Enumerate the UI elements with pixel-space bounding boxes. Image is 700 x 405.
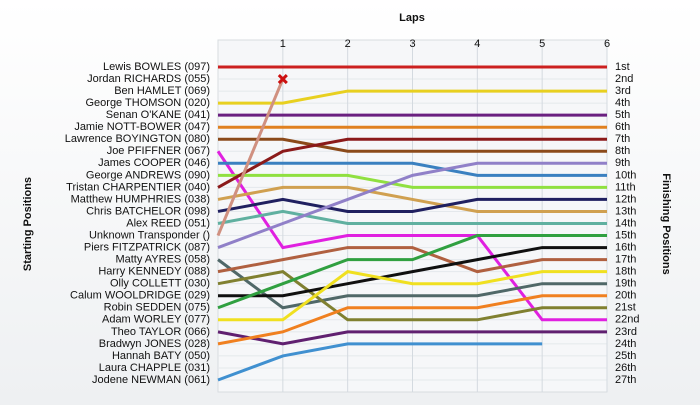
finishing-label: 22nd <box>615 314 639 326</box>
starting-label: Lewis BOWLES (097) <box>103 61 210 73</box>
finishing-label: 25th <box>615 350 636 362</box>
lap-line <box>217 161 607 249</box>
lap-line <box>217 294 607 346</box>
x-tick-label: 1 <box>280 38 286 50</box>
x-tick-label: 2 <box>345 38 351 50</box>
finishing-label: 23rd <box>615 326 637 338</box>
starting-label: Chris BATCHELOR (098) <box>86 205 210 217</box>
lap-line <box>217 234 607 310</box>
y-axis-label: Starting Positions <box>22 177 34 271</box>
starting-label: Matthew HUMPHRIES (038) <box>71 193 210 205</box>
chart-title: Laps <box>399 12 425 24</box>
starting-label: Bradwyn JONES (028) <box>99 338 210 350</box>
lap-line <box>216 150 607 322</box>
lap-line <box>218 89 607 105</box>
starting-label: Tristan CHARPENTIER (040) <box>66 181 210 193</box>
retired-marker <box>277 73 288 85</box>
starting-label: Jamie NOTT-BOWER (047) <box>74 121 210 133</box>
starting-label: Adam WORLEY (077) <box>102 314 210 326</box>
y2-axis-label: Finishing Positions <box>660 173 672 274</box>
finishing-label: 3rd <box>615 85 631 97</box>
starting-label: Harry KENNEDY (088) <box>98 266 210 278</box>
lap-line <box>217 209 607 225</box>
finishing-label: 17th <box>615 254 636 266</box>
finishing-label: 26th <box>615 362 636 374</box>
finishing-label: 13th <box>615 205 636 217</box>
finishing-label: 2nd <box>615 73 633 85</box>
starting-label: George THOMSON (020) <box>85 97 210 109</box>
lap-line <box>218 270 607 322</box>
x-tick-label: 6 <box>604 38 610 50</box>
lap-line <box>217 197 607 213</box>
lap-line <box>217 137 607 189</box>
lap-line <box>217 258 607 310</box>
starting-label: Jordan RICHARDS (055) <box>87 73 210 85</box>
finishing-label: 27th <box>615 374 636 386</box>
starting-label: Olly COLLETT (030) <box>110 278 210 290</box>
lap-line <box>217 246 607 274</box>
finishing-label: 4th <box>615 97 630 109</box>
starting-label: Matty AYRES (058) <box>115 254 210 266</box>
starting-label: Senan O'KANE (041) <box>106 109 210 121</box>
finishing-label: 20th <box>615 290 636 302</box>
finishing-label: 15th <box>615 229 636 241</box>
lap-line <box>217 342 543 382</box>
starting-label: Lawrence BOYINGTON (080) <box>65 133 210 145</box>
starting-label: Alex REED (051) <box>126 217 210 229</box>
lap-line <box>216 78 285 237</box>
starting-label: Theo TAYLOR (066) <box>111 326 210 338</box>
lap-line <box>218 137 607 153</box>
lap-line <box>218 161 607 177</box>
finishing-label: 1st <box>615 61 630 73</box>
lap-line <box>217 330 607 346</box>
lap-line <box>218 246 607 298</box>
x-tick-label: 4 <box>474 38 480 50</box>
starting-label: Hannah BATY (050) <box>112 350 210 362</box>
finishing-label: 24th <box>615 338 636 350</box>
starting-label: James COOPER (046) <box>98 157 210 169</box>
lap-line <box>217 270 607 322</box>
finishing-label: 10th <box>615 169 636 181</box>
finishing-label: 11th <box>615 181 636 193</box>
finishing-label: 6th <box>615 121 630 133</box>
finishing-label: 14th <box>615 217 636 229</box>
x-tick-label: 5 <box>539 38 545 50</box>
finishing-label: 8th <box>615 145 630 157</box>
finishing-label: 16th <box>615 241 636 253</box>
finishing-label: 19th <box>615 278 636 290</box>
starting-label: Joe PFIFFNER (067) <box>107 145 210 157</box>
finishing-label: 18th <box>615 266 636 278</box>
starting-label: Laura CHAPPLE (031) <box>99 362 210 374</box>
starting-label: George ANDREWS (090) <box>86 169 210 181</box>
finishing-label: 12th <box>615 193 636 205</box>
x-tick-label: 3 <box>409 38 415 50</box>
lap-line <box>218 173 607 189</box>
finishing-label: 9th <box>615 157 630 169</box>
finishing-label: 7th <box>615 133 630 145</box>
starting-label: Jodene NEWMAN (061) <box>92 374 210 386</box>
starting-label: Calum WOOLDRIDGE (029) <box>70 290 210 302</box>
starting-label: Piers FITZPATRICK (087) <box>84 241 210 253</box>
lap-line <box>217 185 607 213</box>
starting-label: Robin SEDDEN (075) <box>104 302 210 314</box>
finishing-label: 5th <box>615 109 630 121</box>
starting-label: Unknown Transponder () <box>89 229 210 241</box>
finishing-label: 21st <box>615 302 636 314</box>
starting-label: Ben HAMLET (069) <box>114 85 210 97</box>
